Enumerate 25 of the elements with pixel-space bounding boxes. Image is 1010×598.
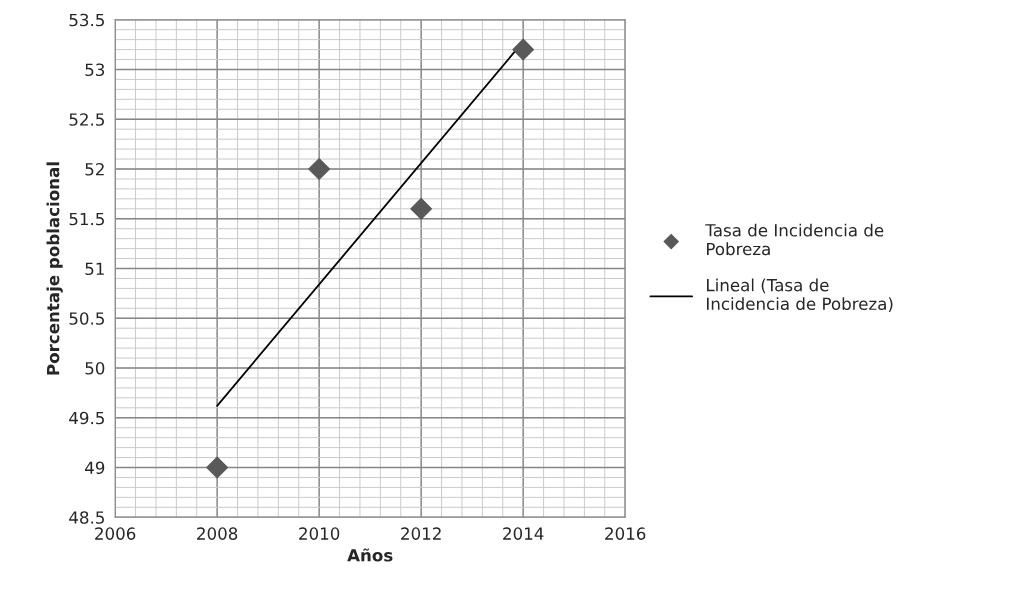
x-axis-title: Años — [347, 548, 393, 562]
x-tick-label: 2012 — [401, 527, 441, 540]
y-tick-label: 53 — [85, 63, 105, 77]
y-axis-title: Porcentaje poblacional — [46, 162, 63, 375]
x-tick-label: 2016 — [605, 527, 646, 540]
y-tick-label: 51 — [85, 262, 104, 276]
y-tick-label: 48.5 — [69, 511, 104, 524]
legend-label: Tasa de Incidencia de Pobreza — [705, 223, 884, 256]
y-tick-label: 50 — [85, 361, 105, 375]
point — [308, 158, 331, 180]
y-tick-label: 51.5 — [69, 212, 104, 226]
x-tick-label: 2010 — [299, 527, 340, 540]
legend-label: Lineal (Tasa de Incidencia de Pobreza) — [707, 278, 893, 313]
y-tick-label: 52.5 — [69, 113, 104, 126]
y-tick-label: 50.5 — [69, 312, 104, 325]
y-tick-label: 49 — [85, 461, 105, 475]
y-tick-label: 53.5 — [69, 13, 104, 27]
point — [512, 38, 535, 61]
y-tick-label: 49.5 — [69, 411, 104, 425]
x-tick-label: 2008 — [197, 527, 238, 540]
y-tick-label: 52 — [85, 162, 104, 176]
x-tick-label: 2006 — [95, 527, 136, 540]
point — [410, 197, 433, 220]
x-tick-label: 2014 — [503, 527, 544, 540]
point — [206, 456, 229, 479]
